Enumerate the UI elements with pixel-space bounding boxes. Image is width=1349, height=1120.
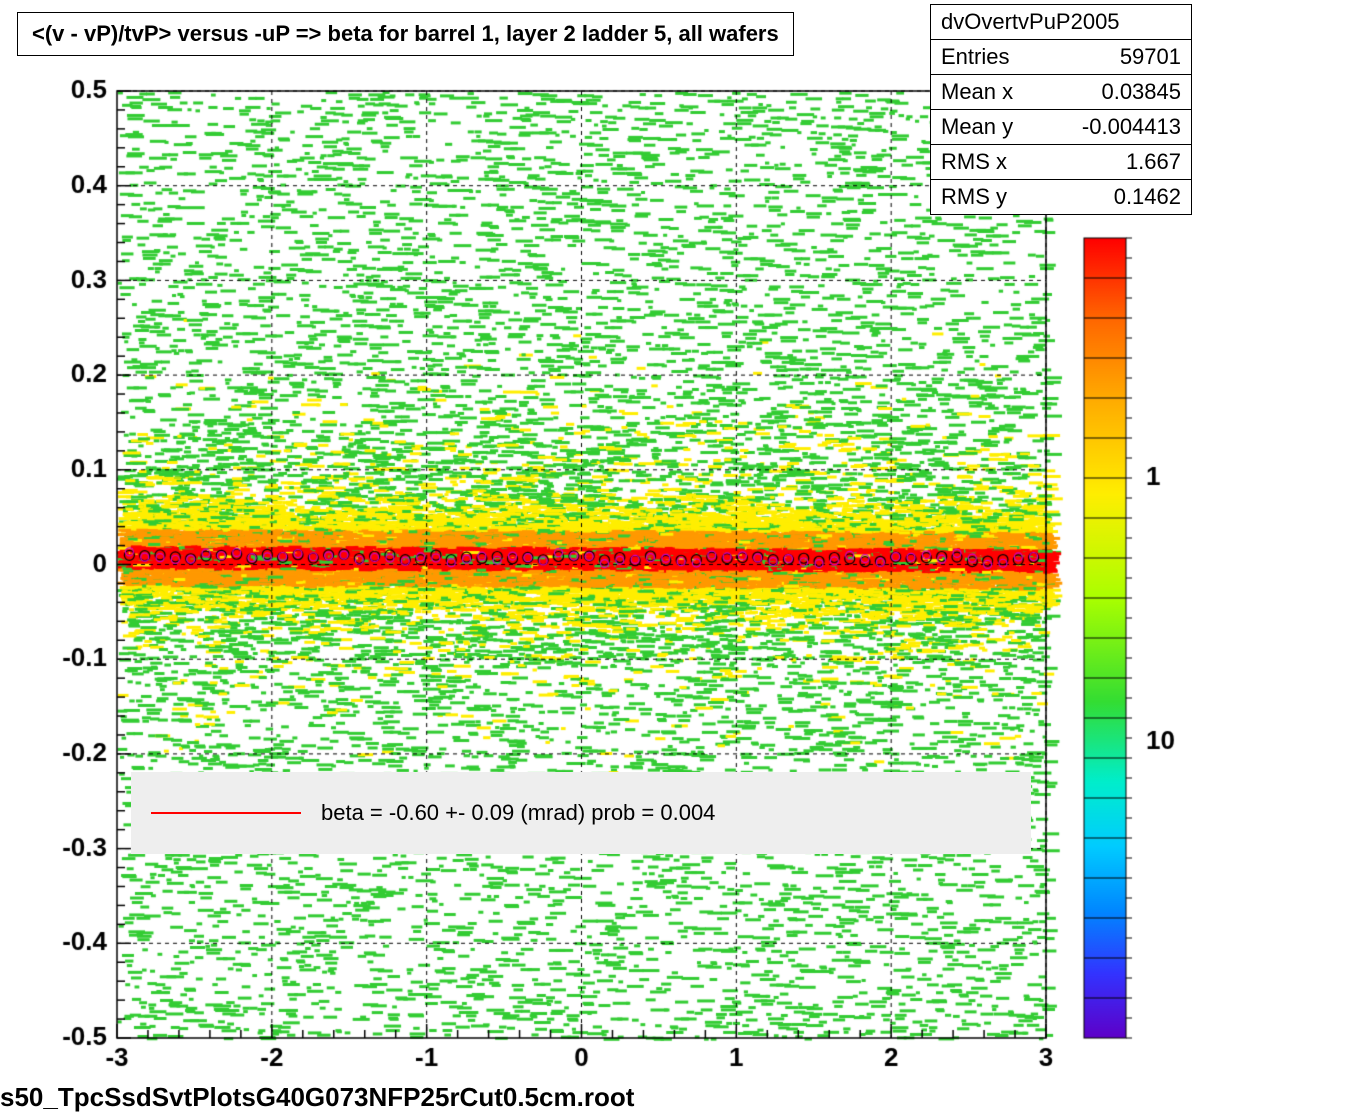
stats-label: RMS y [941,184,1007,210]
fit-line-sample [151,812,301,814]
stats-value: 0.03845 [1101,79,1181,105]
stats-label: Entries [941,44,1009,70]
stats-value: 59701 [1120,44,1181,70]
stats-value: 1.667 [1126,149,1181,175]
fit-legend-text: beta = -0.60 +- 0.09 (mrad) prob = 0.004 [321,800,715,826]
stats-label: RMS x [941,149,1007,175]
stats-value: 0.1462 [1114,184,1181,210]
plot-title-text: <(v - vP)/tvP> versus -uP => beta for ba… [32,21,779,46]
stats-row: Mean y -0.004413 [931,110,1191,145]
stats-row: RMS y 0.1462 [931,180,1191,214]
plot-title: <(v - vP)/tvP> versus -uP => beta for ba… [17,12,794,56]
footer-filename-text: s50_TpcSsdSvtPlotsG40G073NFP25rCut0.5cm.… [0,1082,634,1112]
stats-box: dvOvertvPuP2005 Entries 59701 Mean x 0.0384… [930,4,1192,215]
stats-row: Entries 59701 [931,40,1191,75]
stats-row: RMS x 1.667 [931,145,1191,180]
fit-legend: beta = -0.60 +- 0.09 (mrad) prob = 0.004 [131,772,1031,854]
stats-row: Mean x 0.03845 [931,75,1191,110]
stats-label: Mean x [941,79,1013,105]
stats-name: dvOvertvPuP2005 [931,5,1191,40]
stats-label: Mean y [941,114,1013,140]
footer-filename: s50_TpcSsdSvtPlotsG40G073NFP25rCut0.5cm.… [0,1082,634,1113]
stats-value: -0.004413 [1082,114,1181,140]
